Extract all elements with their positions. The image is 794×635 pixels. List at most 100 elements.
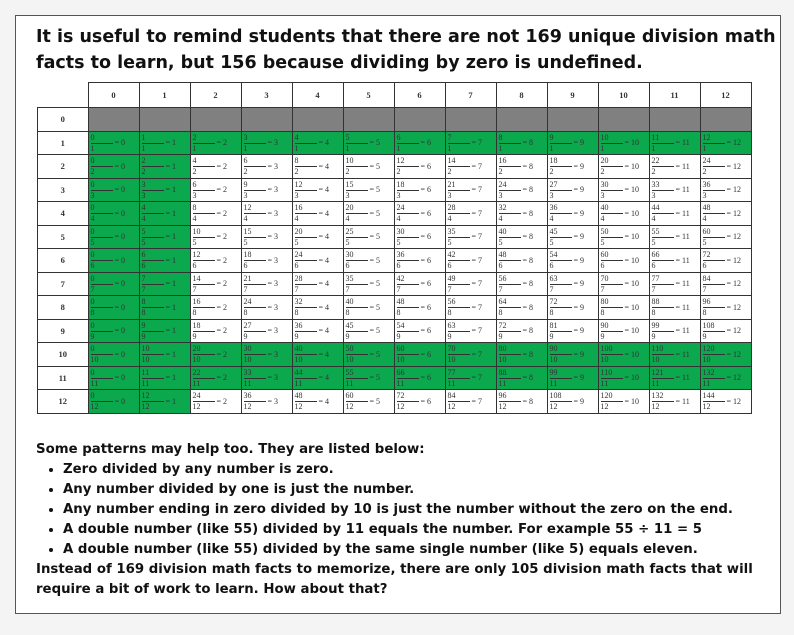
- dividend: 24: [702, 156, 725, 168]
- fact: 88 11 = 8: [497, 368, 547, 388]
- fact-cell: 27 9 = 3: [240, 318, 293, 343]
- divisor: 3: [702, 190, 707, 200]
- fact-cell: 84 12 = 7: [444, 389, 497, 414]
- quotient: 3: [274, 326, 279, 336]
- fact: 42 6 = 7: [446, 250, 496, 270]
- fact: 11 11 = 1: [140, 368, 190, 388]
- fraction: 18 9: [192, 321, 215, 341]
- fact-cell: 18 3 = 6: [393, 177, 446, 202]
- fraction: 12 12: [141, 391, 164, 411]
- fraction: 120 12: [600, 391, 623, 411]
- equals-sign: =: [573, 302, 579, 312]
- divisor: 6: [600, 261, 605, 271]
- undefined-cell: [648, 107, 701, 132]
- quotient: 6: [427, 185, 432, 195]
- fraction: 56 8: [447, 297, 470, 317]
- quotient: 6: [427, 255, 432, 265]
- equals-sign: =: [420, 302, 426, 312]
- dividend: 88: [651, 297, 674, 309]
- fact: 9 1 = 9: [548, 133, 598, 153]
- divisor: 9: [498, 331, 503, 341]
- equals-sign: =: [624, 161, 630, 171]
- quotient: 0: [121, 373, 126, 383]
- fraction: 35 7: [345, 274, 368, 294]
- equals-sign: =: [114, 208, 120, 218]
- fact-cell: 12 4 = 3: [240, 201, 293, 226]
- quotient: 5: [376, 396, 381, 406]
- fraction: 49 7: [447, 274, 470, 294]
- fraction: 20 5: [294, 227, 317, 247]
- fact-cell: 132 11 = 12: [699, 365, 752, 390]
- row-label: 9: [37, 318, 89, 343]
- column-header: 9: [546, 82, 599, 108]
- table-row: 7 0 7 = 0 7 7 = 1 14 7 = 2 21 7 = 3 28 7 = 4 35 7 = 5 42 7 = 6 49 7 = 7 5…: [37, 271, 752, 296]
- divisor: 4: [549, 214, 554, 224]
- row-label: 1: [37, 130, 89, 155]
- equals-sign: =: [114, 302, 120, 312]
- equals-sign: =: [420, 349, 426, 359]
- dividend: 0: [90, 321, 113, 332]
- quotient: 1: [172, 138, 177, 148]
- quotient: 0: [121, 161, 126, 171]
- fact-cell: 44 11 = 4: [291, 365, 344, 390]
- fact-cell: 40 5 = 8: [495, 224, 548, 249]
- column-header: 5: [342, 82, 395, 108]
- fact: 24 3 = 8: [497, 180, 547, 200]
- divisor: 1: [294, 143, 299, 153]
- divisor: 7: [447, 284, 452, 294]
- divisor: 3: [651, 190, 656, 200]
- divisor: 8: [702, 308, 707, 318]
- quotient: 9: [580, 302, 585, 312]
- fact: 108 9 = 12: [701, 321, 751, 341]
- fact: 7 1 = 7: [446, 133, 496, 153]
- column-header: 11: [648, 82, 701, 108]
- dividend: 48: [498, 250, 521, 262]
- dividend: 6: [192, 180, 215, 191]
- equals-sign: =: [318, 208, 324, 218]
- fact-cell: 66 11 = 6: [393, 365, 446, 390]
- fraction: 28 7: [294, 274, 317, 294]
- undefined-cell: [597, 107, 650, 132]
- equals-sign: =: [216, 185, 222, 195]
- quotient: 10: [631, 255, 640, 265]
- fact-cell: 108 9 = 12: [699, 318, 752, 343]
- fact-cell: 24 8 = 3: [240, 295, 293, 320]
- divisor: 11: [447, 378, 456, 388]
- divisor: 11: [549, 378, 558, 388]
- fact: 20 2 = 10: [599, 156, 649, 176]
- divisor: 10: [243, 355, 252, 365]
- equals-sign: =: [318, 232, 324, 242]
- fraction: 48 8: [396, 297, 419, 317]
- fact: 12 12 = 1: [140, 391, 190, 411]
- dividend: 110: [600, 368, 623, 379]
- dividend: 44: [294, 368, 317, 379]
- quotient: 12: [733, 138, 742, 148]
- fraction: 36 4: [549, 203, 572, 224]
- fact-cell: 30 5 = 6: [393, 224, 446, 249]
- dividend: 12: [702, 133, 725, 144]
- fact-cell: 6 2 = 3: [240, 154, 293, 179]
- fact: 120 12 = 10: [599, 391, 649, 411]
- fact-cell: 6 3 = 2: [189, 177, 242, 202]
- fact-cell: 60 6 = 10: [597, 248, 650, 273]
- dividend: 0: [90, 180, 113, 191]
- fact-cell: 42 7 = 6: [393, 271, 446, 296]
- fraction: 99 9: [651, 321, 674, 341]
- equals-sign: =: [165, 255, 171, 265]
- fact: 30 10 = 3: [242, 344, 292, 364]
- quotient: 9: [580, 396, 585, 406]
- undefined-cell: [189, 107, 242, 132]
- fact: 36 12 = 3: [242, 391, 292, 411]
- equals-sign: =: [573, 232, 579, 242]
- equals-sign: =: [420, 138, 426, 148]
- fraction: 60 12: [345, 391, 368, 411]
- fact: 0 10 = 0: [89, 344, 139, 364]
- quotient: 7: [478, 302, 483, 312]
- fraction: 36 12: [243, 391, 266, 411]
- quotient: 8: [529, 373, 534, 383]
- divisor: 12: [447, 402, 456, 412]
- equals-sign: =: [624, 279, 630, 289]
- equals-sign: =: [573, 208, 579, 218]
